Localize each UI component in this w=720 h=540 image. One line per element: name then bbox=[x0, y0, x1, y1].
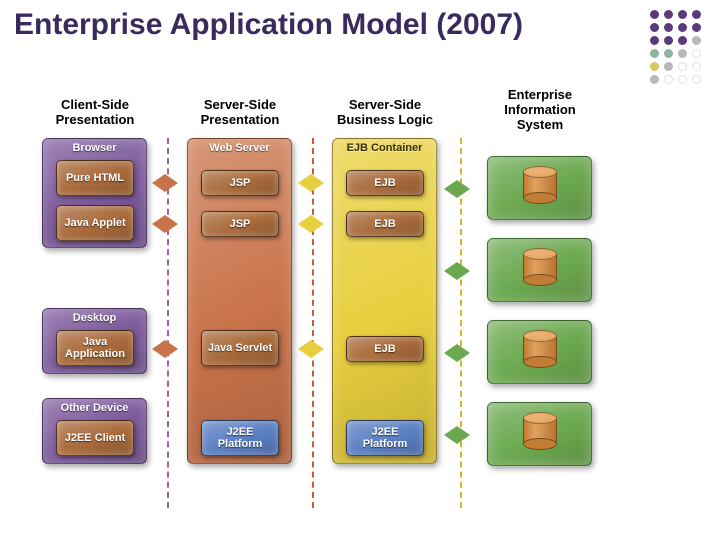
column-header: Server-Side Business Logic bbox=[325, 98, 445, 128]
flow-arrow-icon bbox=[152, 174, 178, 192]
tech-java-app: Java Application bbox=[56, 330, 134, 366]
flow-arrow-icon bbox=[298, 174, 324, 192]
tech-jsp-1: JSP bbox=[201, 170, 279, 196]
flow-arrow-icon bbox=[152, 215, 178, 233]
database-icon bbox=[523, 330, 557, 368]
flow-arrow-icon bbox=[298, 215, 324, 233]
column-header: Enterprise Information System bbox=[480, 88, 600, 133]
database-icon bbox=[523, 412, 557, 450]
database-icon bbox=[523, 248, 557, 286]
database-icon bbox=[523, 166, 557, 204]
column-header: Server-Side Presentation bbox=[180, 98, 300, 128]
tech-j2ee-plat-1: J2EE Platform bbox=[201, 420, 279, 456]
tier-label: EJB Container bbox=[333, 142, 436, 155]
tech-pure-html: Pure HTML bbox=[56, 160, 134, 196]
tech-ejb-2: EJB bbox=[346, 211, 424, 237]
architecture-diagram: Client-Side PresentationServer-Side Pres… bbox=[42, 98, 682, 516]
tech-j2ee-client: J2EE Client bbox=[56, 420, 134, 456]
flow-arrow-icon bbox=[444, 262, 470, 280]
column-header: Client-Side Presentation bbox=[35, 98, 155, 128]
tier-divider bbox=[312, 138, 314, 508]
flow-arrow-icon bbox=[298, 340, 324, 358]
flow-arrow-icon bbox=[152, 340, 178, 358]
decorative-dots bbox=[650, 10, 702, 84]
tech-java-servlet: Java Servlet bbox=[201, 330, 279, 366]
tier-label: Desktop bbox=[43, 312, 146, 325]
flow-arrow-icon bbox=[444, 426, 470, 444]
tech-ejb-1: EJB bbox=[346, 170, 424, 196]
tech-ejb-3: EJB bbox=[346, 336, 424, 362]
slide-title: Enterprise Application Model (2007) bbox=[14, 8, 523, 41]
tech-jsp-2: JSP bbox=[201, 211, 279, 237]
tier-label: Browser bbox=[43, 142, 146, 155]
tech-j2ee-plat-2: J2EE Platform bbox=[346, 420, 424, 456]
tier-label: Other Device bbox=[43, 402, 146, 415]
flow-arrow-icon bbox=[444, 180, 470, 198]
flow-arrow-icon bbox=[444, 344, 470, 362]
tech-java-applet: Java Applet bbox=[56, 205, 134, 241]
tier-divider bbox=[167, 138, 169, 508]
tier-label: Web Server bbox=[188, 142, 291, 155]
